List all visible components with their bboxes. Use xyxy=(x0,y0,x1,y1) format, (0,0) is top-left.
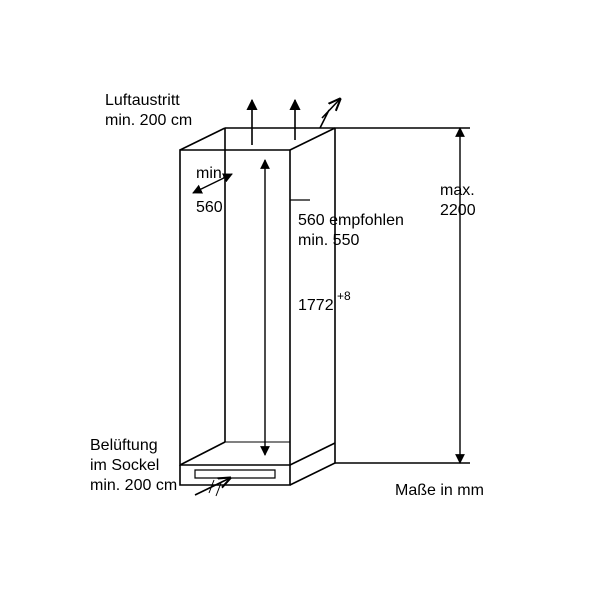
air-outlet-arrows xyxy=(252,99,340,145)
width-label-1: 560 empfohlen xyxy=(298,212,404,229)
max-height-label-2: 2200 xyxy=(440,202,476,219)
depth-label-2: 560 xyxy=(196,199,223,216)
socket-vent-label-2: im Sockel xyxy=(90,457,159,474)
height-value: 1772 xyxy=(298,297,334,314)
air-outlet-label-2: min. 200 cm xyxy=(105,112,192,129)
max-height-dimension xyxy=(335,128,470,463)
socket-vent-label-3: min. 200 cm xyxy=(90,477,177,494)
height-tolerance: +8 xyxy=(337,289,351,303)
socket-ventilation-arrow xyxy=(195,478,230,496)
socket-vent-label-1: Belüftung xyxy=(90,437,158,454)
width-label-2: min. 550 xyxy=(298,232,359,249)
depth-label-1: min. xyxy=(196,165,226,182)
units-label: Maße in mm xyxy=(395,482,484,499)
installation-dimension-diagram: Luftaustritt min. 200 cm min. 560 560 em… xyxy=(0,0,600,600)
air-outlet-label-1: Luftaustritt xyxy=(105,92,180,109)
max-height-label-1: max. xyxy=(440,182,475,199)
